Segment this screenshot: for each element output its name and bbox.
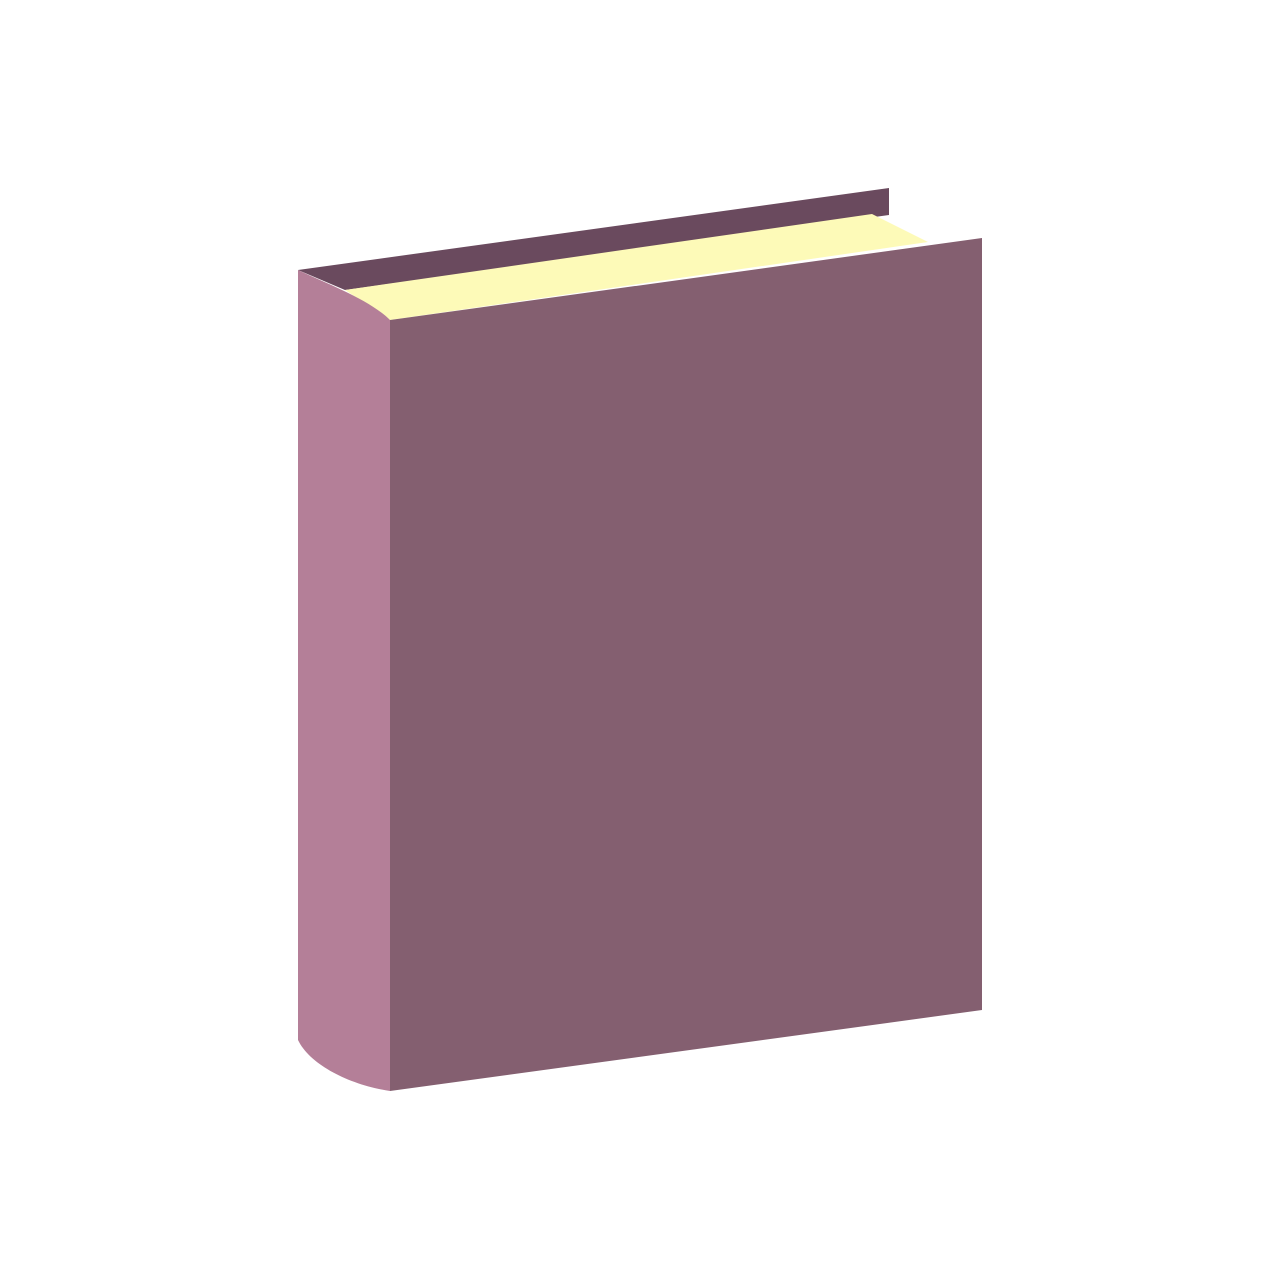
book-back-cover [298,188,889,290]
book-spine [298,270,390,1091]
book-front-cover [390,238,982,1091]
book-pages [345,214,928,320]
